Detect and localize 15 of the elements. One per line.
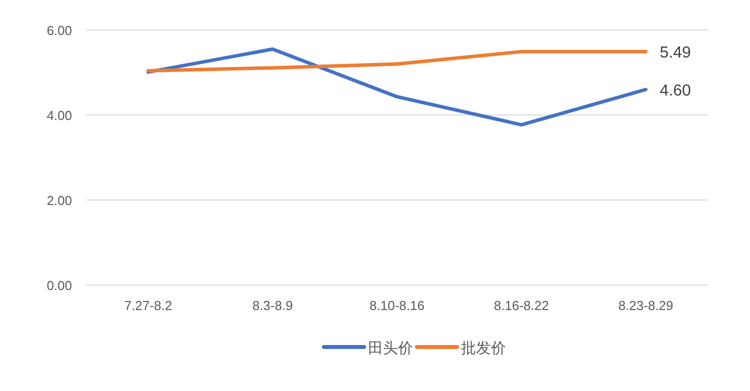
legend-label: 批发价: [461, 340, 506, 357]
x-tick-label: 7.27-8.2: [124, 298, 172, 313]
x-tick-label: 8.23-8.29: [618, 298, 674, 313]
line-series: [146, 47, 648, 127]
x-tick-label: 8.10-8.16: [370, 298, 424, 313]
x-tick-label: 8.16-8.22: [494, 298, 549, 313]
data-label: 5.49: [660, 44, 692, 62]
x-tick-label: 8.3-8.9: [252, 298, 293, 313]
legend-label: 田头价: [368, 340, 413, 357]
line-series: [146, 50, 648, 73]
data-label: 4.60: [660, 82, 692, 100]
y-tick-label: 0.00: [46, 278, 72, 293]
y-tick-label: 4.00: [46, 108, 72, 123]
y-tick-label: 2.00: [46, 193, 72, 208]
y-tick-label: 6.00: [46, 23, 72, 38]
